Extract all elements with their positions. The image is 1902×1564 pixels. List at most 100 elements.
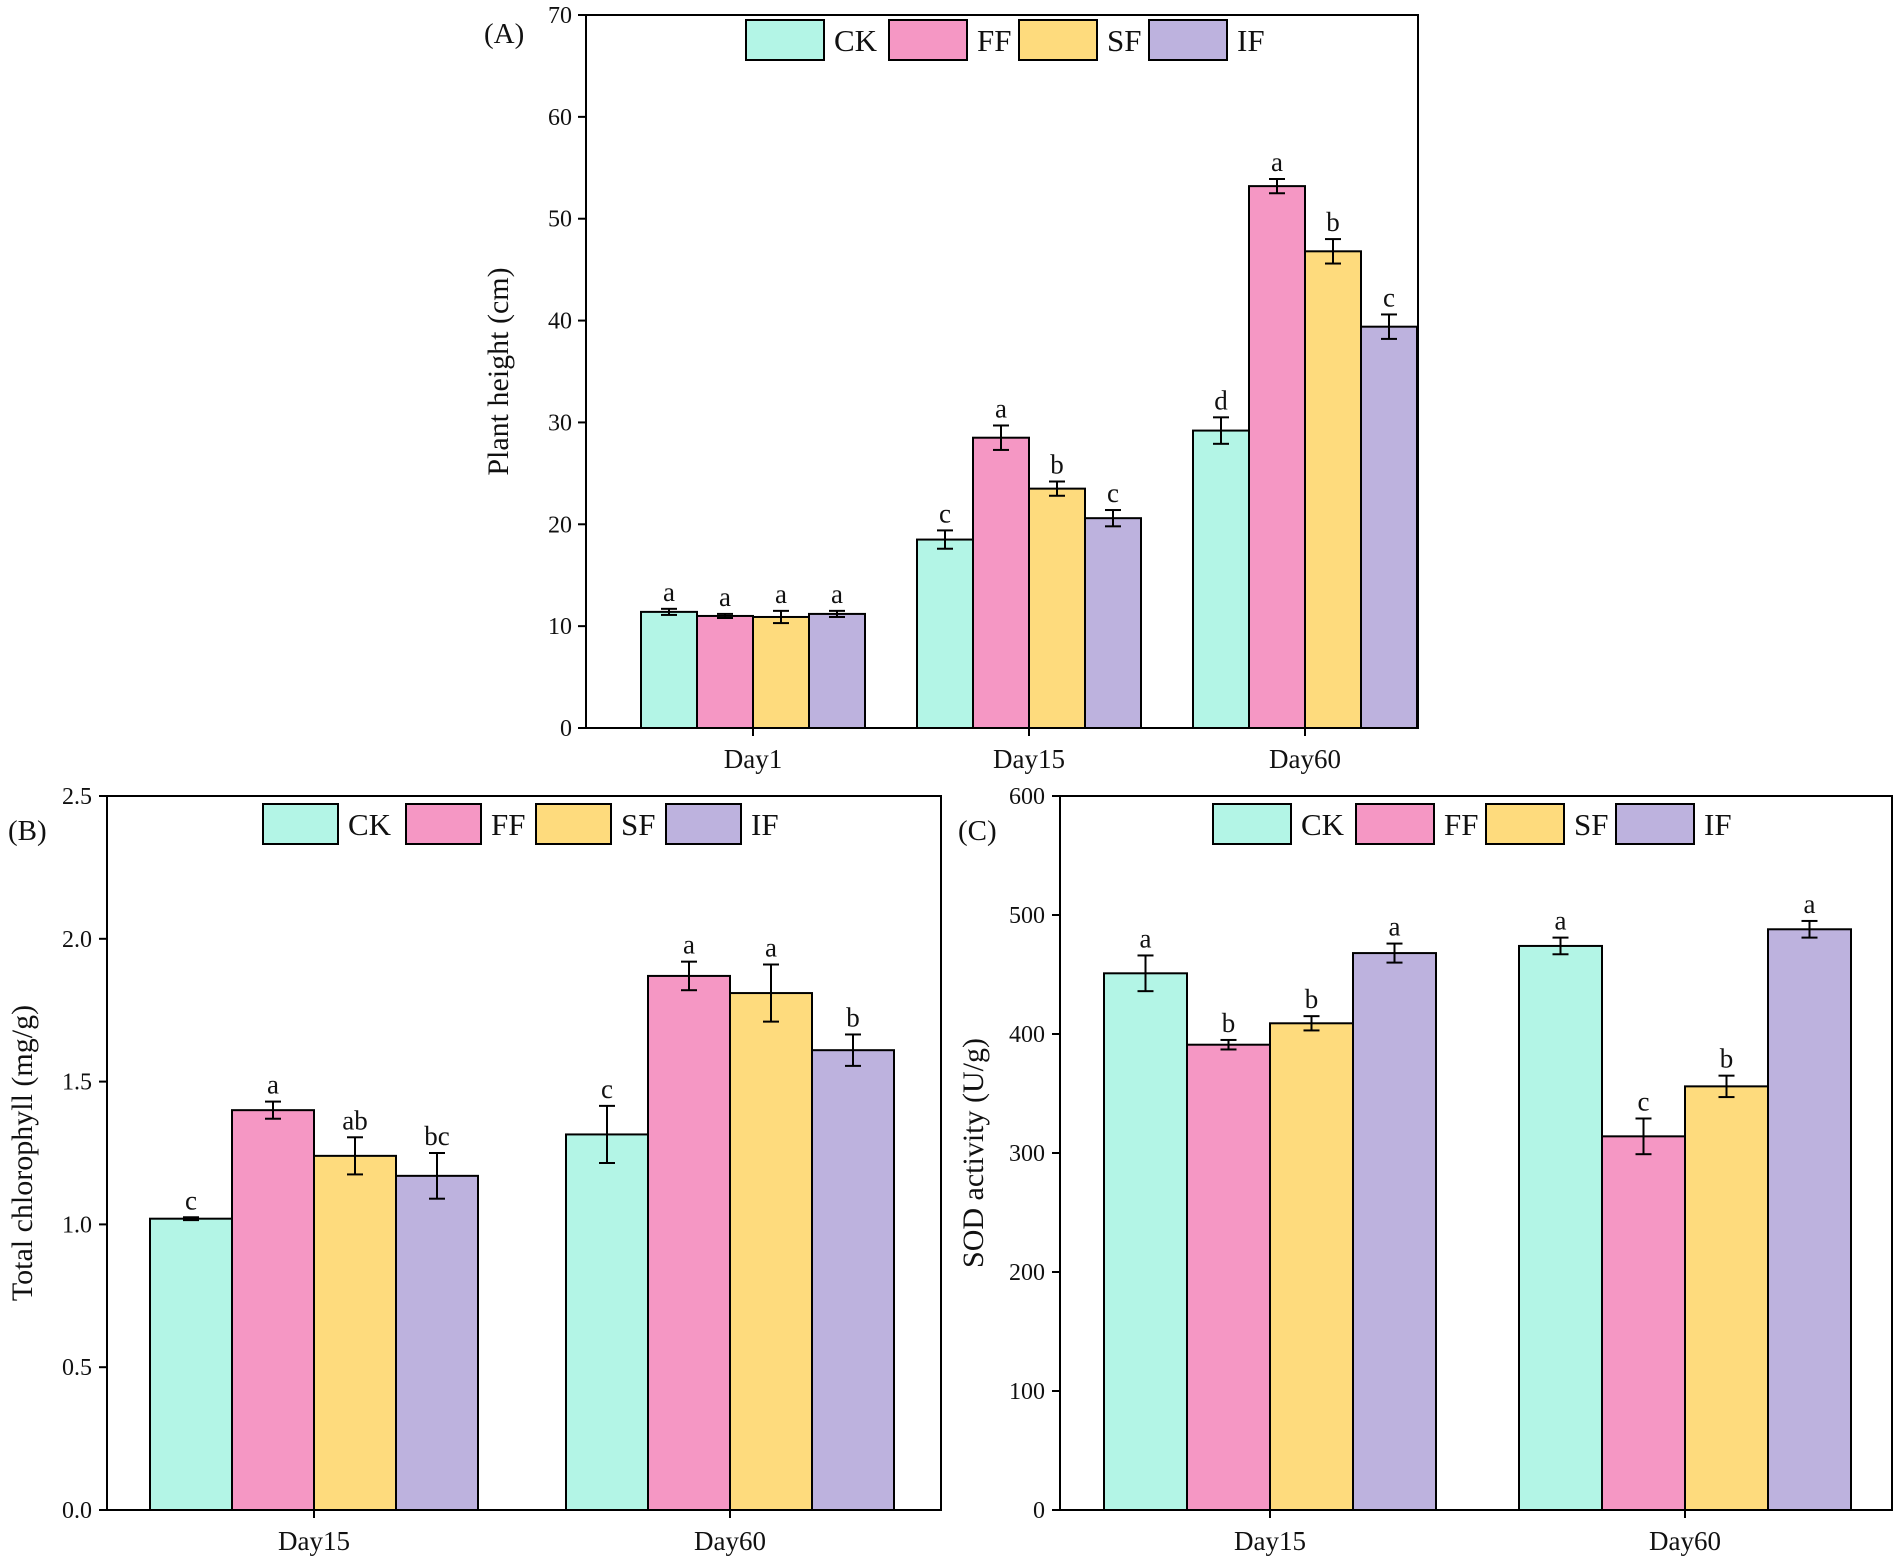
y-axis-title: Total chlorophyll (mg/g) [6, 1005, 39, 1301]
bar-if-day60 [811, 1049, 895, 1511]
y-tick-label: 70 [548, 3, 572, 29]
bar-sf-day15 [313, 1154, 397, 1511]
significance-label: a [1804, 889, 1816, 919]
significance-label: b [1326, 207, 1340, 237]
bar-ck-day15 [149, 1217, 233, 1511]
bar-ck-day60 [1518, 944, 1603, 1511]
y-axis-title: SOD activity (U/g) [957, 1038, 990, 1268]
y-axis-title: Plant height (cm) [482, 267, 515, 475]
significance-label: a [831, 579, 843, 609]
significance-label: a [267, 1070, 279, 1100]
y-tick-label: 1.5 [62, 1070, 92, 1096]
y-tick-label: 10 [548, 614, 572, 640]
bar-sf-day60 [1304, 250, 1362, 730]
bar-ff-day1 [696, 614, 754, 730]
significance-label: a [1555, 906, 1567, 936]
bar-ff-day15 [972, 436, 1030, 729]
legend-swatch-ck [745, 19, 825, 61]
legend-swatch-ck [262, 803, 339, 845]
y-tick-label: 40 [548, 309, 572, 335]
x-tick-label: Day15 [278, 1526, 350, 1556]
legend-swatch-sf [1018, 19, 1098, 61]
significance-label: a [775, 579, 787, 609]
bar-ff-day60 [1248, 185, 1306, 729]
legend-swatch-if [1615, 803, 1695, 845]
significance-label: a [1271, 147, 1283, 177]
significance-label: c [939, 498, 951, 528]
chart-panel-0: 0 10 20 30 40 50 60 70 Plant height (cm) (A) Day1 a… [482, 3, 1419, 774]
legend-label-ck: CK [348, 807, 392, 842]
legend-swatch-sf [535, 803, 612, 845]
y-tick-label: 60 [548, 105, 572, 131]
significance-label: a [719, 582, 731, 612]
bar-sf-day60 [1684, 1085, 1769, 1511]
y-tick-label: 0 [560, 716, 572, 742]
bar-sf-day60 [729, 992, 813, 1511]
significance-label: c [601, 1074, 613, 1104]
significance-label: a [663, 577, 675, 607]
significance-label: ab [342, 1105, 367, 1135]
legend-swatch-if [665, 803, 742, 845]
bar-ck-day60 [1192, 429, 1250, 729]
y-tick-label: 100 [1009, 1379, 1045, 1405]
chart-panel-2: 0 100 200 300 400 500 600 SOD activity (U/g) (C)… [957, 784, 1893, 1556]
plot-frame [106, 795, 942, 1511]
significance-label: bc [424, 1121, 450, 1151]
significance-label: b [1305, 984, 1319, 1014]
bar-ff-day60 [1601, 1135, 1686, 1511]
significance-label: b [1050, 450, 1064, 480]
legend-label-if: IF [1704, 807, 1732, 842]
bar-ff-day15 [1186, 1043, 1271, 1511]
legend-swatch-ff [888, 19, 968, 61]
significance-label: a [995, 393, 1007, 423]
bar-ff-day60 [647, 974, 731, 1511]
bar-ck-day15 [1103, 972, 1188, 1511]
panel-label: (B) [8, 815, 47, 847]
y-tick-label: 600 [1009, 784, 1045, 810]
bar-sf-day1 [752, 615, 810, 729]
y-tick-label: 2.0 [62, 927, 92, 953]
legend-swatch-ff [1355, 803, 1435, 845]
y-tick-label: 0.5 [62, 1355, 92, 1381]
bar-if-day15 [1084, 517, 1142, 729]
panel-label: (A) [484, 18, 524, 50]
panel-label: (C) [958, 815, 997, 847]
legend-label-ff: FF [491, 807, 525, 842]
y-tick-label: 20 [548, 512, 572, 538]
bar-sf-day15 [1269, 1022, 1354, 1511]
significance-label: a [765, 933, 777, 963]
bar-if-day60 [1360, 325, 1418, 729]
legend-swatch-ff [405, 803, 482, 845]
x-tick-label: Day60 [694, 1526, 766, 1556]
legend-swatch-sf [1485, 803, 1565, 845]
bar-if-day15 [1352, 952, 1437, 1511]
significance-label: b [846, 1002, 860, 1032]
y-tick-label: 300 [1009, 1141, 1045, 1167]
significance-label: a [1140, 923, 1152, 953]
y-tick-label: 50 [548, 207, 572, 233]
legend-label-sf: SF [621, 807, 655, 842]
legend-label-ff: FF [1444, 807, 1478, 842]
y-tick-label: 2.5 [62, 784, 92, 810]
bar-if-day15 [395, 1174, 479, 1512]
legend-label-if: IF [1237, 23, 1265, 58]
bar-ff-day15 [231, 1109, 315, 1512]
bar-if-day60 [1767, 928, 1852, 1511]
bar-ck-day60 [565, 1133, 649, 1512]
y-tick-label: 1.0 [62, 1212, 92, 1238]
y-tick-label: 500 [1009, 903, 1045, 929]
bar-ck-day15 [916, 538, 974, 729]
significance-label: b [1720, 1044, 1734, 1074]
significance-label: c [1383, 282, 1395, 312]
legend-label-sf: SF [1107, 23, 1141, 58]
legend-label-ck: CK [834, 23, 878, 58]
x-tick-label: Day15 [993, 744, 1065, 774]
significance-label: a [683, 930, 695, 960]
legend-label-ck: CK [1301, 807, 1345, 842]
x-tick-label: Day1 [724, 744, 782, 774]
legend-swatch-if [1148, 19, 1228, 61]
significance-label: b [1222, 1008, 1236, 1038]
legend-label-sf: SF [1574, 807, 1608, 842]
legend-swatch-ck [1212, 803, 1292, 845]
